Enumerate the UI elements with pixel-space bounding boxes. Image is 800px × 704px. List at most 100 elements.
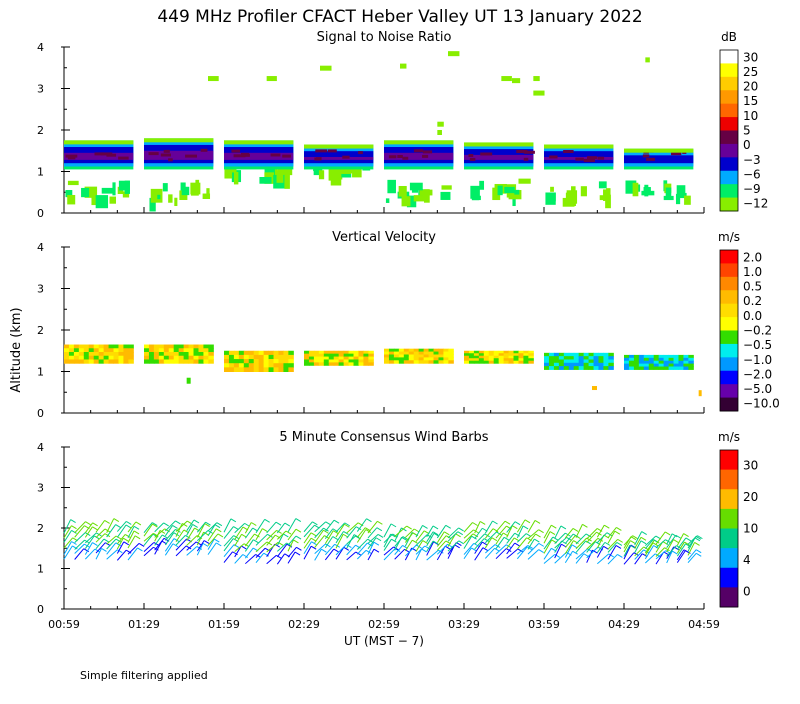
vv-cell <box>183 348 190 353</box>
wind-barb <box>244 533 255 547</box>
wind-barb <box>463 522 473 533</box>
vv-cell <box>248 350 255 356</box>
snr-cell <box>168 158 173 162</box>
vv-cell <box>144 351 150 357</box>
colorbar-swatch <box>720 587 738 608</box>
vv-cell <box>313 359 320 363</box>
vv-cell <box>598 366 604 370</box>
vv-cell <box>238 350 245 356</box>
wind-barb-flag <box>522 525 529 530</box>
snr-cell <box>81 187 90 198</box>
wind-barb <box>234 526 244 540</box>
snr-segment <box>224 140 294 189</box>
vv-cell <box>118 355 124 360</box>
wind-barb-flag <box>514 521 521 526</box>
snr-cell <box>598 181 607 189</box>
wind-barb <box>655 539 666 549</box>
snr-cell <box>264 167 275 177</box>
wind-barb <box>175 523 183 537</box>
wind-barb <box>186 546 198 556</box>
vv-cell <box>648 354 655 359</box>
wind-barb-flag <box>152 523 158 528</box>
vv-cell <box>268 354 275 360</box>
wind-barb-flag <box>241 533 247 538</box>
vv-cell <box>478 358 485 362</box>
snr-cell <box>101 187 114 194</box>
wind-barb <box>687 542 696 556</box>
vv-cell <box>64 359 70 364</box>
vv-cell <box>583 359 590 364</box>
wind-barb <box>527 538 535 550</box>
vv-cell <box>198 344 204 349</box>
wind-barb <box>186 524 194 536</box>
vv-cell <box>513 358 519 362</box>
vv-cell <box>253 367 260 372</box>
wind-barb <box>63 525 72 539</box>
panel-title: 5 Minute Consensus Wind Barbs <box>279 430 488 445</box>
colorbar-label: 15 <box>743 94 758 108</box>
vv-cell <box>288 359 294 364</box>
wind-barb <box>223 518 232 533</box>
vv-cell <box>563 352 570 357</box>
wind-barb <box>63 530 72 543</box>
vv-cell <box>288 354 294 360</box>
snr-cell <box>646 157 655 161</box>
vv-cell <box>673 354 679 359</box>
panel-1: Signal to Noise Ratio01234dB302520151050… <box>37 30 768 220</box>
wind-barb-flag <box>458 540 465 545</box>
vv-cell <box>158 359 165 364</box>
wind-barb <box>154 522 165 533</box>
wind-barb <box>106 542 117 555</box>
wind-barb <box>666 545 677 557</box>
wind-barb-flag <box>447 543 453 548</box>
y-axis-label: Altitude (km) <box>9 307 24 392</box>
vv-cell <box>338 356 345 360</box>
wind-barb-flag <box>527 545 533 549</box>
vv-cell <box>188 344 195 349</box>
wind-barb <box>74 521 86 534</box>
vv-cell <box>628 354 635 359</box>
wind-barb-flag <box>325 543 331 548</box>
wind-barb <box>485 544 496 554</box>
snr-segment <box>304 144 374 186</box>
snr-cell <box>190 182 201 195</box>
wind-barb-flag <box>455 533 461 538</box>
wind-barb <box>276 522 286 534</box>
wind-barb <box>207 538 215 550</box>
wind-barb <box>383 533 394 543</box>
wind-barb <box>303 545 312 560</box>
vv-cell <box>178 359 185 364</box>
colorbar-label: 0 <box>743 138 751 152</box>
wind-barb-flag <box>253 539 259 544</box>
vv-cell <box>648 363 655 368</box>
colorbar-swatch <box>720 450 738 471</box>
wind-barb <box>255 519 266 534</box>
x-tick-label: 03:59 <box>528 618 560 631</box>
wind-barb <box>186 541 197 551</box>
wind-barb <box>346 526 357 539</box>
vv-cell <box>638 360 645 365</box>
vv-cell <box>518 350 524 354</box>
wind-barb <box>106 549 118 560</box>
wind-barb-flag <box>504 520 511 525</box>
vv-cell <box>468 353 475 357</box>
wind-barb-flag <box>640 540 647 545</box>
wind-barb-flag <box>513 537 520 542</box>
wind-barb-flag <box>608 553 614 558</box>
snr-cell <box>549 155 558 159</box>
vv-segment <box>144 344 214 364</box>
wind-barb-flag <box>92 522 98 527</box>
wind-barb <box>234 543 245 552</box>
vv-cell <box>153 359 160 364</box>
wind-barb-flag <box>104 520 110 524</box>
wind-barb <box>314 529 324 544</box>
vv-cell <box>483 353 490 357</box>
wind-barb <box>164 525 173 537</box>
wind-barb <box>623 544 631 557</box>
vv-cell <box>113 344 119 349</box>
vv-cell <box>438 354 444 358</box>
vv-cell <box>663 366 670 370</box>
vv-cell <box>588 356 595 360</box>
vv-cell <box>573 362 580 367</box>
snr-cell <box>566 190 578 204</box>
